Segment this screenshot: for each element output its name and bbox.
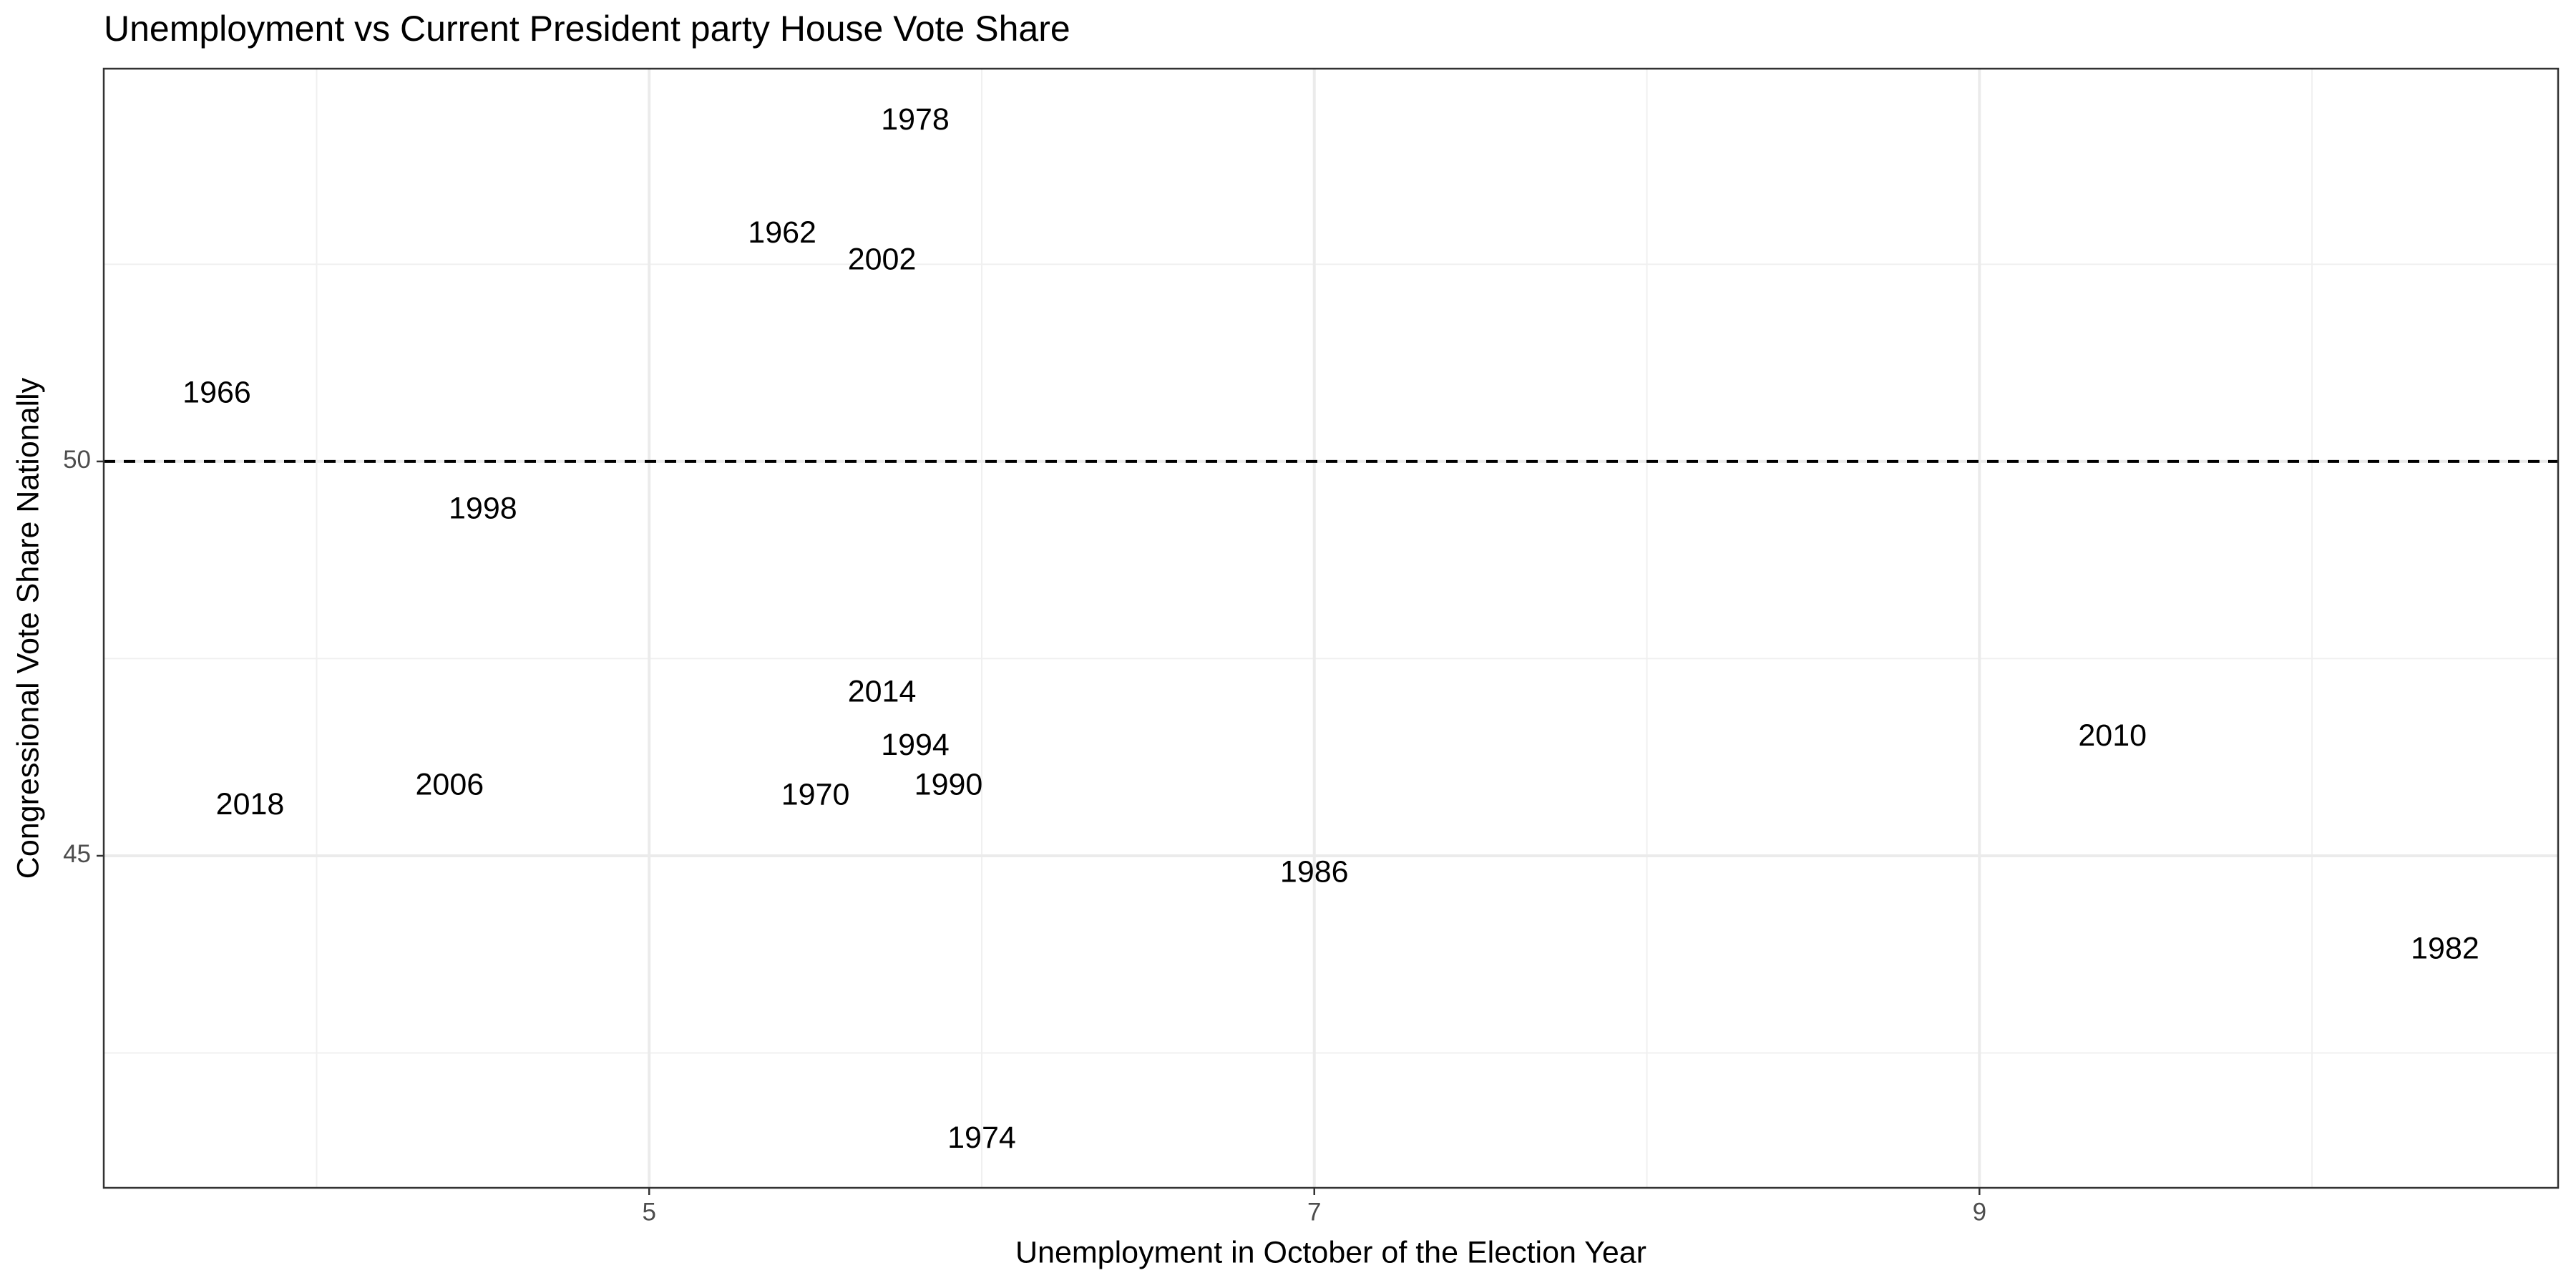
point-label: 1970 [781, 778, 850, 812]
x-tick-label: 7 [1307, 1198, 1321, 1226]
x-tick-label: 9 [1973, 1198, 1986, 1226]
point-label: 1986 [1280, 855, 1349, 889]
y-axis-title: Congressional Vote Share Nationally [11, 377, 45, 879]
x-axis-title: Unemployment in October of the Election … [1015, 1235, 1646, 1269]
point-label: 1974 [947, 1121, 1016, 1155]
point-label: 2018 [216, 787, 285, 821]
point-label: 1982 [2411, 932, 2479, 966]
point-label: 2002 [848, 242, 917, 276]
point-label: 1962 [748, 215, 816, 250]
y-tick-label: 45 [63, 840, 91, 868]
panel-border [102, 67, 2560, 1189]
point-label: 1998 [449, 492, 517, 526]
point-label: 1994 [881, 728, 950, 762]
point-label: 2010 [2078, 718, 2147, 753]
y-tick-label: 50 [63, 446, 91, 474]
point-label: 2014 [848, 674, 917, 708]
point-label: 1990 [914, 767, 983, 801]
chart-title: Unemployment vs Current President party … [104, 9, 1070, 49]
point-label: 2006 [416, 767, 484, 801]
point-label: 1966 [182, 376, 251, 410]
point-label: 1978 [881, 102, 950, 137]
x-tick-label: 5 [642, 1198, 655, 1226]
